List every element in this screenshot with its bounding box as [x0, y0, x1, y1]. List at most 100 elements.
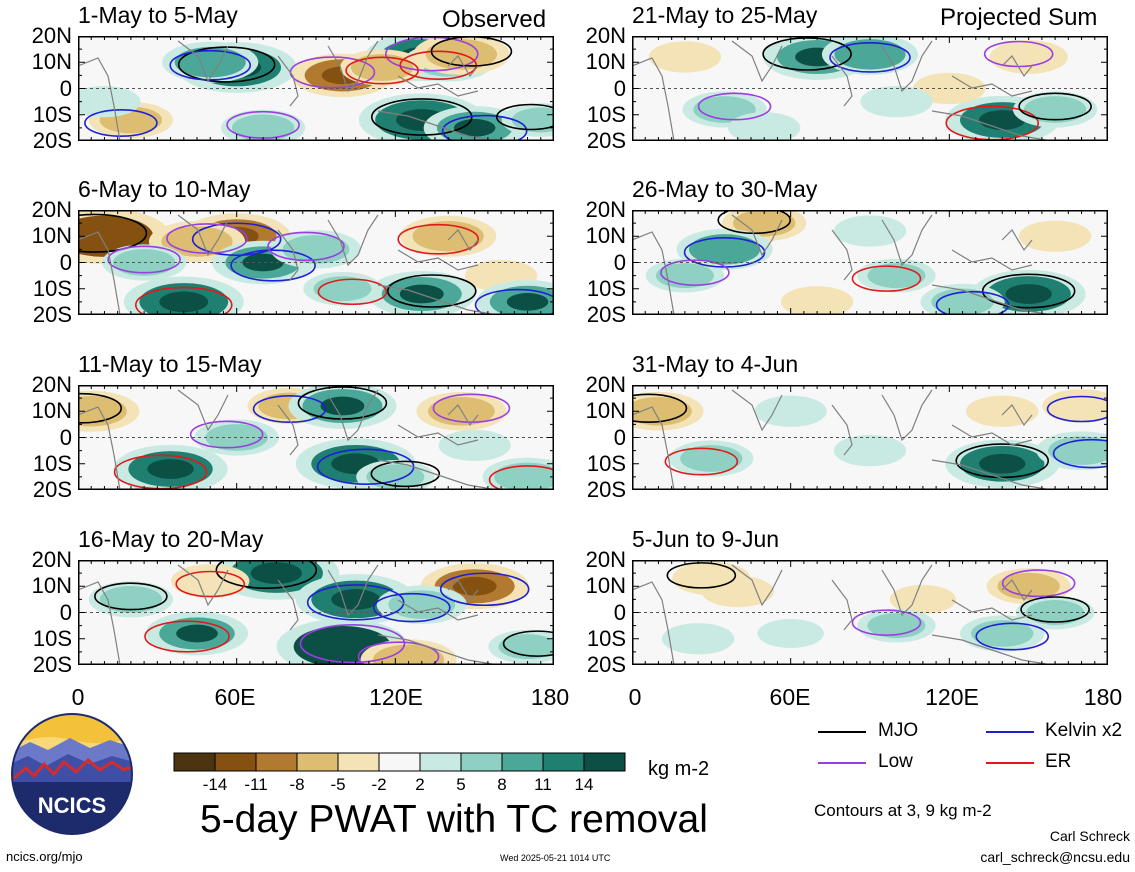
coastline	[78, 564, 499, 665]
colorbar-tick-label: 2	[415, 775, 424, 794]
colorbar-swatch	[501, 752, 544, 772]
lon-tick-label: 60E	[769, 684, 811, 710]
panel-map	[632, 210, 1108, 315]
panel-frame	[78, 385, 554, 490]
logo-text: NCICS	[38, 793, 106, 818]
panel-title: 21-May to 25-May	[632, 2, 818, 28]
lat-tick-label: 10N	[31, 398, 72, 424]
legend-label-er: ER	[1045, 751, 1072, 772]
wave-contour	[169, 49, 252, 81]
panel-map	[78, 36, 554, 141]
pwat-anomaly-blob	[181, 568, 240, 594]
colorbar-tick-label: -8	[289, 775, 304, 794]
colorbar: -14 -11 -8 -5 -2 2 5 8 11 14	[173, 752, 626, 794]
footer-url: ncics.org/mjo	[6, 849, 83, 864]
projected-sum-label: Projected Sum	[940, 4, 1098, 31]
lat-tick-label: 20S	[32, 128, 72, 153]
lat-tick-label: 20S	[586, 652, 626, 677]
lon-tick-label: 120E	[925, 684, 979, 710]
lat-tick-label: 20S	[32, 477, 72, 502]
pwat-anomaly-core	[242, 253, 284, 272]
panel-title: 16-May to 20-May	[78, 526, 264, 552]
lat-tick-label: 10S	[586, 625, 626, 651]
colorbar-swatch	[583, 752, 626, 772]
wave-contour	[439, 572, 530, 607]
panel-frame	[632, 385, 1108, 490]
lat-tick-label: 10N	[31, 573, 72, 599]
wave-contour	[666, 562, 737, 589]
wave-contour	[664, 447, 739, 476]
lat-tick-label: 20N	[31, 372, 72, 397]
wave-contour	[386, 274, 477, 308]
colorbar-swatch	[255, 752, 298, 772]
lat-tick-label: 0	[613, 599, 626, 625]
panel-frame	[78, 36, 554, 141]
lat-tick-label: 0	[59, 424, 72, 450]
pwat-anomaly-core	[320, 396, 365, 416]
colorbar-tick-label: -11	[244, 775, 267, 794]
lat-tick-label: 20N	[31, 23, 72, 48]
lon-tick-label: 180	[1083, 684, 1123, 710]
wave-contour	[397, 223, 480, 255]
panel-frame	[78, 210, 554, 315]
lat-tick-label: 20S	[32, 302, 72, 327]
wave-contour	[230, 249, 316, 282]
panel-map	[78, 560, 554, 665]
colorbar-tick-label: 11	[534, 775, 552, 794]
pwat-anomaly-blob	[766, 622, 816, 645]
lat-tick-label: 0	[613, 424, 626, 450]
pwat-anomaly-blob	[1052, 393, 1108, 419]
lon-tick-label: 180	[530, 684, 570, 710]
panel-title: 26-May to 30-May	[632, 176, 818, 202]
lat-tick-label: 0	[59, 249, 72, 275]
legend-label-mjo: MJO	[878, 720, 919, 741]
legend-label-low: Low	[878, 751, 913, 772]
wave-contour	[1001, 569, 1076, 598]
panel-map	[78, 385, 554, 490]
colorbar-tick-label: 5	[456, 775, 465, 794]
pwat-anomaly-blob	[231, 114, 295, 141]
wave-contour	[474, 288, 554, 315]
pwat-anomaly-blob	[834, 39, 906, 70]
wave-contour	[215, 560, 318, 590]
lat-tick-label: 20N	[31, 547, 72, 572]
wave-contour	[502, 630, 554, 657]
wave-contour	[370, 460, 441, 488]
pwat-anomaly-blob	[843, 219, 897, 243]
wave-contour	[94, 582, 168, 611]
lat-tick-label: 0	[59, 75, 72, 101]
panel-map	[632, 36, 1108, 141]
pwat-anomaly-blob	[790, 290, 844, 314]
colorbar-swatch	[419, 752, 462, 772]
wave-contour	[935, 290, 1010, 315]
pwat-anomaly-blob	[632, 396, 692, 426]
pwat-anomaly-core	[159, 291, 209, 313]
lat-tick-label: 10N	[31, 223, 72, 249]
panel-title: 1-May to 5-May	[78, 2, 238, 28]
colorbar-tick-label: 8	[497, 775, 506, 794]
legend-label-kelvin: Kelvin x2	[1045, 720, 1123, 741]
panel-frame	[78, 560, 554, 665]
wave-contour	[175, 570, 246, 598]
panel-title: 6-May to 10-May	[78, 176, 251, 202]
pwat-anomaly-core	[78, 224, 132, 248]
lat-tick-label: 10S	[32, 101, 72, 127]
pwat-anomaly-blob	[494, 462, 554, 490]
wave-contour	[189, 420, 264, 449]
panel-map	[632, 560, 1108, 665]
pwat-anomaly-core	[453, 119, 496, 137]
lat-tick-label: 0	[613, 249, 626, 275]
wave-contour	[1052, 438, 1108, 469]
lon-tick-label: 0	[628, 684, 642, 710]
pwat-anomaly-blob	[511, 107, 554, 133]
lat-tick-label: 10N	[585, 223, 626, 249]
colorbar-swatch	[337, 752, 380, 772]
panel-title: 11-May to 15-May	[78, 351, 262, 377]
lon-tick-label: 0	[71, 684, 85, 710]
main-title: 5-day PWAT with TC removal	[200, 798, 708, 841]
legend-lines	[818, 731, 1034, 764]
pwat-anomaly-blob	[174, 47, 246, 78]
colorbar-swatch	[378, 752, 421, 772]
wave-contour	[851, 609, 922, 636]
coastline	[78, 40, 499, 141]
